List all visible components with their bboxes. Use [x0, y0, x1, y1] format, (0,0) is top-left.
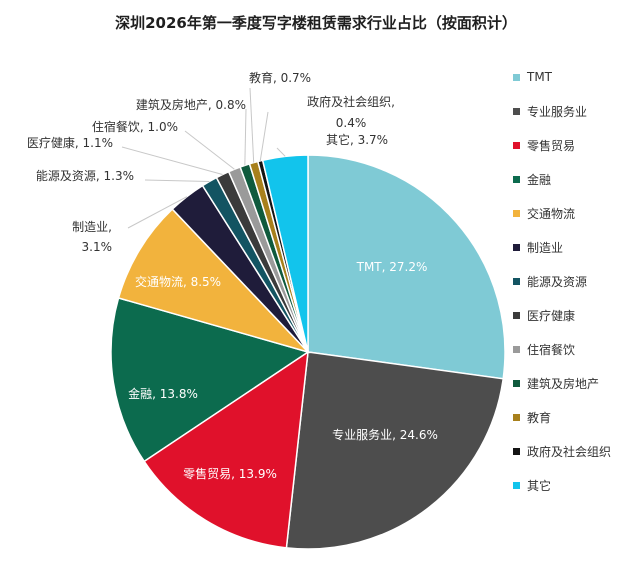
legend-label: 能源及资源 — [527, 274, 588, 289]
slice-label: 零售贸易, 13.9% — [183, 466, 277, 481]
leader-line — [127, 196, 188, 229]
legend-swatch — [513, 175, 520, 183]
legend-label: 交通物流 — [527, 206, 576, 221]
slice-label: 制造业, 3.1% — [72, 220, 112, 254]
legend-item: 医疗健康 — [513, 298, 628, 332]
legend-label: 建筑及房地产 — [527, 376, 600, 391]
slice-label: 金融, 13.8% — [128, 386, 198, 401]
legend-item: 住宿餐饮 — [513, 332, 628, 366]
legend-swatch — [513, 107, 520, 115]
legend-item: 教育 — [513, 400, 628, 434]
legend-swatch — [513, 141, 520, 149]
pie-slice — [307, 154, 506, 380]
legend-item: 政府及社会组织 — [513, 434, 628, 468]
pie-slice — [285, 351, 505, 550]
legend-swatch — [513, 379, 520, 387]
slice-label: 政府及社会组织, 0.4% — [307, 94, 395, 130]
legend-item: 制造业 — [513, 230, 628, 264]
legend-item: 交通物流 — [513, 196, 628, 230]
legend-swatch — [513, 277, 520, 285]
legend-item: TMT — [513, 60, 628, 94]
legend-label: 制造业 — [527, 240, 564, 255]
legend-swatch — [513, 345, 520, 353]
legend-item: 其它 — [513, 468, 628, 502]
leader-line — [249, 87, 255, 163]
legend-swatch — [513, 481, 520, 489]
legend-item: 专业服务业 — [513, 94, 628, 128]
slice-label: 专业服务业, 24.6% — [332, 427, 438, 442]
legend-swatch — [513, 209, 520, 217]
legend-item: 能源及资源 — [513, 264, 628, 298]
legend-label: 金融 — [527, 172, 552, 187]
legend-swatch — [513, 413, 520, 421]
legend-label: 医疗健康 — [527, 308, 576, 323]
pie-slice — [143, 350, 309, 549]
legend-swatch — [513, 311, 520, 319]
slice-label: 教育, 0.7% — [249, 70, 311, 85]
slice-label: 交通物流, 8.5% — [135, 274, 221, 289]
slice-label: 其它, 3.7% — [326, 132, 388, 147]
legend-swatch — [513, 447, 520, 455]
leader-line — [276, 147, 286, 157]
slice-label: 能源及资源, 1.3% — [36, 169, 134, 183]
leader-line — [244, 108, 247, 166]
chart-title: 深圳2026年第一季度写字楼租赁需求行业占比（按面积计） — [115, 14, 517, 32]
legend-label: 零售贸易 — [527, 138, 576, 153]
legend-label: TMT — [527, 70, 553, 84]
slice-label: 住宿餐饮, 1.0% — [92, 119, 178, 134]
leader-line — [121, 146, 223, 175]
legend-item: 零售贸易 — [513, 128, 628, 162]
legend-label: 专业服务业 — [527, 104, 588, 119]
leader-line — [184, 130, 235, 170]
legend-label: 住宿餐饮 — [527, 342, 576, 357]
legend-swatch — [513, 73, 520, 81]
legend-label: 政府及社会组织 — [527, 444, 612, 459]
slice-label: 建筑及房地产, 0.8% — [136, 97, 246, 112]
legend-label: 其它 — [527, 478, 552, 493]
slice-label: TMT, 27.2% — [356, 260, 428, 274]
leader-line — [144, 179, 210, 182]
pie-slice — [110, 297, 310, 463]
legend-item: 建筑及房地产 — [513, 366, 628, 400]
legend: TMT 专业服务业零售贸易金融交通物流制造业能源及资源医疗健康住宿餐饮建筑及房地产… — [513, 60, 628, 502]
legend-swatch — [513, 243, 520, 251]
pie-slice — [117, 208, 311, 354]
legend-label: 教育 — [527, 410, 552, 425]
leader-line — [259, 111, 269, 161]
slice-label: 医疗健康, 1.1% — [27, 135, 113, 150]
legend-item: 金融 — [513, 162, 628, 196]
